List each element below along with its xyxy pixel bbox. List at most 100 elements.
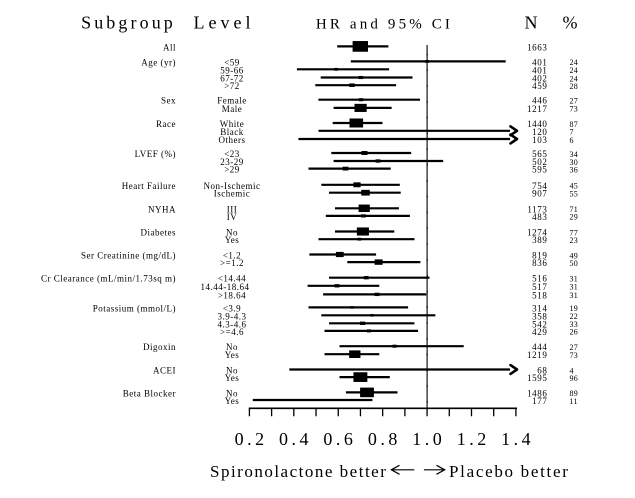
- svg-text:No: No: [226, 366, 238, 376]
- svg-text:36: 36: [570, 165, 579, 174]
- svg-text:1274: 1274: [527, 228, 547, 238]
- svg-text:103: 103: [532, 135, 547, 145]
- svg-text:11: 11: [570, 397, 578, 406]
- svg-text:6: 6: [570, 136, 574, 145]
- svg-text:358: 358: [532, 311, 547, 321]
- svg-text:23-29: 23-29: [220, 157, 244, 167]
- svg-text:73: 73: [570, 351, 579, 360]
- svg-text:White: White: [220, 119, 245, 129]
- svg-text:No: No: [226, 388, 238, 398]
- svg-text:907: 907: [532, 189, 547, 199]
- svg-text:24: 24: [570, 74, 579, 83]
- svg-text:Level: Level: [194, 13, 255, 33]
- svg-text:4: 4: [570, 366, 574, 375]
- svg-text:>=1.2: >=1.2: [220, 258, 244, 268]
- svg-text:446: 446: [532, 96, 547, 106]
- svg-text:No: No: [226, 228, 238, 238]
- svg-text:96: 96: [570, 374, 579, 383]
- svg-text:Race: Race: [156, 119, 176, 129]
- svg-text:87: 87: [570, 120, 579, 129]
- svg-text:30: 30: [570, 158, 579, 167]
- svg-text:Yes: Yes: [225, 396, 240, 406]
- svg-text:402: 402: [532, 74, 547, 84]
- svg-text:177: 177: [532, 396, 547, 406]
- svg-text:45: 45: [570, 182, 579, 191]
- svg-text:>=4.6: >=4.6: [220, 327, 244, 337]
- svg-text:Cr Clearance (mL/min/1.73sq m): Cr Clearance (mL/min/1.73sq m): [41, 274, 176, 284]
- svg-text:483: 483: [532, 212, 547, 222]
- svg-text:IV: IV: [227, 212, 238, 222]
- svg-text:31: 31: [570, 275, 579, 284]
- svg-text:73: 73: [570, 105, 579, 114]
- svg-text:444: 444: [532, 342, 547, 352]
- svg-text:No: No: [226, 342, 238, 352]
- svg-text:516: 516: [532, 274, 547, 284]
- svg-text:22: 22: [570, 312, 579, 321]
- svg-text:<1.2: <1.2: [223, 251, 241, 261]
- svg-text:0.6: 0.6: [323, 429, 356, 449]
- svg-text:27: 27: [570, 97, 579, 106]
- svg-text:27: 27: [570, 343, 579, 352]
- svg-text:314: 314: [532, 303, 547, 313]
- svg-text:>29: >29: [224, 165, 240, 175]
- svg-text:1217: 1217: [527, 104, 547, 114]
- svg-text:595: 595: [532, 165, 547, 175]
- svg-text:Yes: Yes: [225, 373, 240, 383]
- svg-text:31: 31: [570, 291, 579, 300]
- svg-text:28: 28: [570, 82, 579, 91]
- svg-text:33: 33: [570, 320, 579, 329]
- svg-text:517: 517: [532, 282, 547, 292]
- svg-text:1.0: 1.0: [412, 429, 445, 449]
- svg-text:Heart Failure: Heart Failure: [122, 181, 176, 191]
- svg-text:4.3-4.6: 4.3-4.6: [218, 319, 247, 329]
- svg-text:Potassium (mmol/L): Potassium (mmol/L): [93, 303, 176, 313]
- svg-text:26: 26: [570, 328, 579, 337]
- svg-text:19: 19: [570, 304, 579, 313]
- svg-text:55: 55: [570, 190, 579, 199]
- svg-text:>18.64: >18.64: [218, 290, 246, 300]
- svg-text:24: 24: [570, 66, 579, 75]
- svg-text:Male: Male: [222, 104, 243, 114]
- svg-text:836: 836: [532, 258, 547, 268]
- svg-text:%: %: [563, 13, 578, 33]
- svg-text:502: 502: [532, 157, 547, 167]
- svg-text:Ser Creatinine (mg/dL): Ser Creatinine (mg/dL): [81, 251, 176, 261]
- svg-text:50: 50: [570, 259, 579, 268]
- svg-text:67-72: 67-72: [220, 74, 244, 84]
- svg-text:LVEF (%): LVEF (%): [135, 149, 176, 159]
- svg-text:429: 429: [532, 327, 547, 337]
- svg-text:<3.9: <3.9: [223, 303, 241, 313]
- svg-text:Digoxin: Digoxin: [143, 342, 176, 352]
- svg-text:401: 401: [532, 57, 547, 67]
- svg-text:24: 24: [570, 58, 579, 67]
- svg-text:>72: >72: [224, 81, 240, 91]
- svg-text:518: 518: [532, 290, 547, 300]
- svg-text:3.9-4.3: 3.9-4.3: [218, 311, 247, 321]
- svg-text:Ischemic: Ischemic: [214, 189, 250, 199]
- svg-text:Yes: Yes: [225, 350, 240, 360]
- svg-text:0.8: 0.8: [368, 429, 401, 449]
- svg-text:1440: 1440: [527, 119, 547, 129]
- svg-text:Age (yr): Age (yr): [141, 57, 176, 67]
- svg-text:HR and 95% CI: HR and 95% CI: [316, 17, 453, 33]
- svg-text:All: All: [163, 42, 176, 52]
- svg-text:ACEI: ACEI: [153, 366, 176, 376]
- svg-text:III: III: [227, 204, 238, 214]
- svg-text:31: 31: [570, 283, 579, 292]
- svg-text:14.44-18.64: 14.44-18.64: [201, 282, 250, 292]
- svg-text:1595: 1595: [527, 373, 547, 383]
- svg-text:459: 459: [532, 81, 547, 91]
- svg-text:754: 754: [532, 181, 547, 191]
- svg-text:68: 68: [537, 366, 547, 376]
- svg-text:29: 29: [570, 213, 579, 222]
- svg-text:389: 389: [532, 235, 547, 245]
- svg-text:71: 71: [570, 205, 579, 214]
- svg-text:1486: 1486: [527, 388, 547, 398]
- svg-text:23: 23: [570, 236, 579, 245]
- svg-text:1.2: 1.2: [457, 429, 490, 449]
- svg-text:1.4: 1.4: [501, 429, 534, 449]
- svg-text:Spironolactone better: Spironolactone better: [210, 462, 387, 481]
- svg-text:565: 565: [532, 149, 547, 159]
- svg-text:Placebo better: Placebo better: [449, 462, 570, 481]
- svg-text:1173: 1173: [527, 204, 547, 214]
